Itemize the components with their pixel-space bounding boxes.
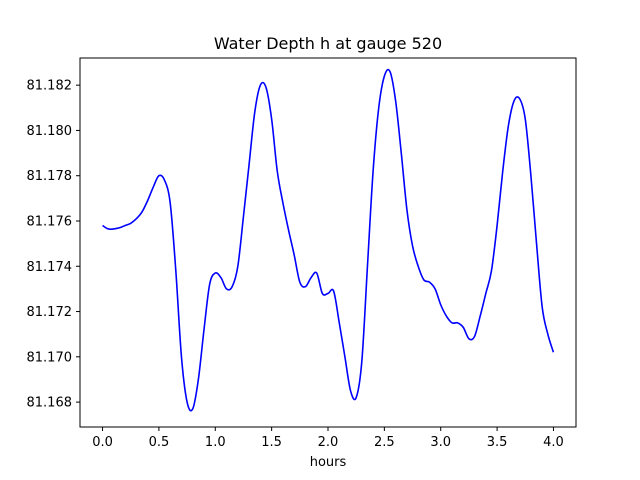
y-tick-label: 81.172 bbox=[27, 305, 73, 320]
x-tick-label: 2.0 bbox=[318, 435, 339, 450]
y-tick-label: 81.168 bbox=[27, 396, 73, 411]
x-tick-label: 3.5 bbox=[487, 435, 508, 450]
x-tick-label: 1.0 bbox=[205, 435, 226, 450]
y-tick-label: 81.170 bbox=[27, 350, 73, 365]
x-tick-label: 1.5 bbox=[261, 435, 282, 450]
y-tick-label: 81.174 bbox=[27, 260, 73, 275]
x-tick-label: 2.5 bbox=[374, 435, 395, 450]
y-tick-label: 81.178 bbox=[27, 169, 73, 184]
y-tick-label: 81.180 bbox=[27, 124, 73, 139]
x-axis-label: hours bbox=[310, 455, 347, 470]
x-tick-label: 0.0 bbox=[92, 435, 113, 450]
chart-title: Water Depth h at gauge 520 bbox=[214, 34, 442, 53]
axes-frame bbox=[79, 57, 577, 428]
x-tick-label: 4.0 bbox=[543, 435, 564, 450]
x-tick-label: 3.0 bbox=[430, 435, 451, 450]
y-axis: 81.168 81.170 81.172 81.174 81.176 81.178 81.1… bbox=[27, 79, 80, 411]
series-line bbox=[102, 68, 555, 412]
series-layer bbox=[102, 68, 555, 412]
y-tick-label: 81.182 bbox=[27, 79, 73, 94]
x-tick-label: 0.5 bbox=[149, 435, 170, 450]
plot-area: 0.0 0.5 1.0 1.5 2.0 2.5 3.0 3.5 4.0 81.168 81.170… bbox=[27, 57, 577, 450]
x-axis: 0.0 0.5 1.0 1.5 2.0 2.5 3.0 3.5 4.0 bbox=[92, 427, 564, 450]
y-tick-label: 81.176 bbox=[27, 214, 73, 229]
